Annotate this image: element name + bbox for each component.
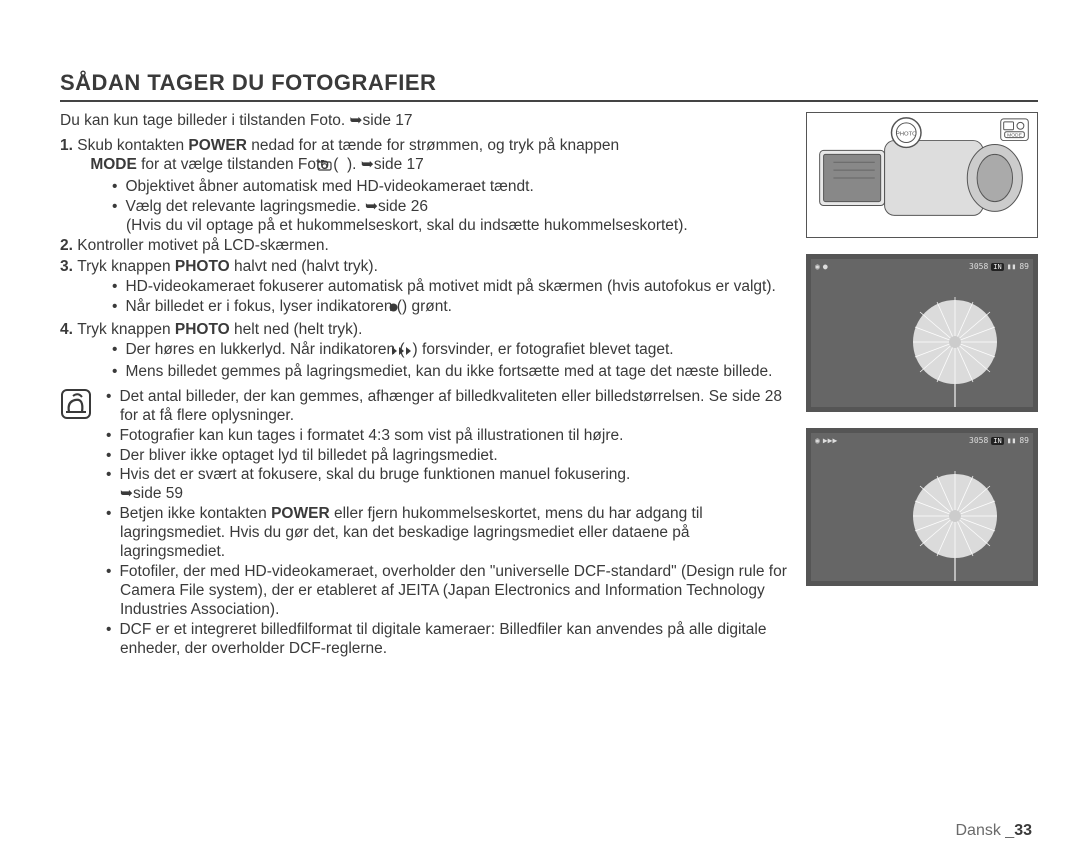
step-3: 3. Tryk knappen PHOTO halvt ned (halvt t… [60,258,788,319]
camera-mode-icon: ◉ [815,436,820,445]
step-3-sub: HD-videokameraet fokuserer automatisk på… [86,278,788,319]
note-icon [60,388,96,660]
arrow-icon: ➥ [365,198,378,215]
mode-label: MODE [90,156,137,173]
note-block: Det antal billeder, der kan gemmes, afhæ… [60,388,788,660]
photo-label: PHOTO [175,321,230,338]
camera-illustration: PHOTO MODE [806,112,1038,238]
s1s2b: side 26 [378,198,428,215]
s1a: Skub kontakten [77,137,188,154]
storage-badge: IN [991,263,1003,271]
count: 3058 [969,262,988,271]
intro-ref: side 17 [363,112,413,129]
step-number: 2. [60,237,77,254]
focus-dot-icon: ● [823,262,828,271]
step-1-sub: Objektivet åbner automatisk med HD-video… [86,178,788,236]
s4a: Tryk knappen [77,321,175,338]
note-2: Fotografier kan kun tages i formatet 4:3… [106,427,788,446]
s1-sub2: Vælg det relevante lagringsmedie. ➥side … [86,198,788,236]
step-1: 1. Skub kontakten POWER nedad for at tæn… [60,137,788,236]
s4-sub2: Mens billedet gemmes på lagringsmediet, … [86,363,788,382]
storage-badge: IN [991,437,1003,445]
time: 89 [1019,262,1029,271]
content-row: Du kan kun tage billeder i tilstanden Fo… [60,112,1038,659]
arrow-icon: ➥ [361,156,374,173]
s4b: helt ned (helt tryk). [230,321,363,338]
record-indicator-icon [405,343,413,362]
s1s2a: Vælg det relevante lagringsmedie. [125,198,365,215]
battery-icon: ▮▮ [1007,436,1017,445]
s1c: for at vælge tilstanden Foto ( [137,156,343,173]
camera-mode-icon: ◉ [815,262,820,271]
lcd-preview-saving: ◉ ▶▶▶ 3058 IN ▮▮ 89 [806,428,1038,586]
s4s1a: Der høres en lukkerlyd. Når indikatoren … [125,341,404,358]
n5a: Betjen ikke kontakten [119,505,271,522]
s1b: nedad for at tænde for strømmen, og tryk… [247,137,619,154]
step-number: 1. [60,137,77,154]
note-4: Hvis det er svært at fokusere, skal du b… [106,466,788,504]
intro-line: Du kan kun tage billeder i tilstanden Fo… [60,112,788,131]
s1s2c: (Hvis du vil optage på et hukommelseskor… [126,217,688,234]
s1e: side 17 [374,156,424,173]
intro-text: Du kan kun tage billeder i tilstanden Fo… [60,112,350,129]
mode-btn-label: MODE [1007,133,1022,139]
step-4-sub: Der høres en lukkerlyd. Når indikatoren … [86,341,788,382]
s4s1b: ) forsvinder, er fotografiet blevet tage… [413,341,674,358]
photo-btn-label: PHOTO [896,132,917,138]
s3b: halvt ned (halvt tryk). [230,258,378,275]
photo-label: PHOTO [175,258,230,275]
s2: Kontroller motivet på LCD-skærmen. [77,237,329,254]
step-2: 2. Kontroller motivet på LCD-skærmen. [60,237,788,256]
note-3: Der bliver ikke optaget lyd til billedet… [106,447,788,466]
s3-sub1: HD-videokameraet fokuserer automatisk på… [86,278,788,297]
manual-page: SÅDAN TAGER DU FOTOGRAFIER Du kan kun ta… [0,0,1080,868]
dandelion-image [895,287,1015,407]
power-label: POWER [271,505,330,522]
note-7: DCF er et integreret billedfilformat til… [106,621,788,659]
note-list: Det antal billeder, der kan gemmes, afhæ… [106,388,788,660]
s4-sub1: Der høres en lukkerlyd. Når indikatoren … [86,341,788,362]
arrow-icon: ➥ [350,112,363,129]
step-number: 4. [60,321,77,338]
footer-label: Dansk _ [956,822,1015,839]
battery-icon: ▮▮ [1007,262,1017,271]
lcd-status-bar: ◉ ▶▶▶ 3058 IN ▮▮ 89 [815,436,1029,445]
lcd-preview-focus: ◉ ● 3058 IN ▮▮ 89 [806,254,1038,412]
power-label: POWER [188,137,247,154]
s1-sub1: Objektivet åbner automatisk med HD-video… [86,178,788,197]
text-column: Du kan kun tage billeder i tilstanden Fo… [60,112,788,659]
count: 3058 [969,436,988,445]
s3s2b: ) grønt. [402,298,452,315]
s1d: ). [343,156,361,173]
s3a: Tryk knappen [77,258,175,275]
page-number: 33 [1014,822,1032,839]
s3-sub2: Når billedet er i fokus, lyser indikator… [86,298,788,319]
step-4: 4. Tryk knappen PHOTO helt ned (helt try… [60,321,788,382]
note-1: Det antal billeder, der kan gemmes, afhæ… [106,388,788,426]
n4a: Hvis det er svært at fokusere, skal du b… [119,466,630,483]
note-5: Betjen ikke kontakten POWER eller fjern … [106,505,788,562]
record-indicator-icon: ▶▶▶ [823,436,837,445]
dandelion-image [895,461,1015,581]
arrow-icon: ➥ [120,485,133,502]
s3s2a: Når billedet er i fokus, lyser indikator… [125,298,402,315]
n4b: side 59 [133,485,183,502]
page-title: SÅDAN TAGER DU FOTOGRAFIER [60,70,1038,102]
steps-list: 1. Skub kontakten POWER nedad for at tæn… [60,137,788,382]
page-footer: Dansk _33 [956,822,1033,840]
step-number: 3. [60,258,77,275]
time: 89 [1019,436,1029,445]
image-column: PHOTO MODE ◉ ● [806,112,1038,659]
lcd-status-bar: ◉ ● 3058 IN ▮▮ 89 [815,262,1029,271]
note-6: Fotofiler, der med HD-videokameraet, ove… [106,563,788,620]
